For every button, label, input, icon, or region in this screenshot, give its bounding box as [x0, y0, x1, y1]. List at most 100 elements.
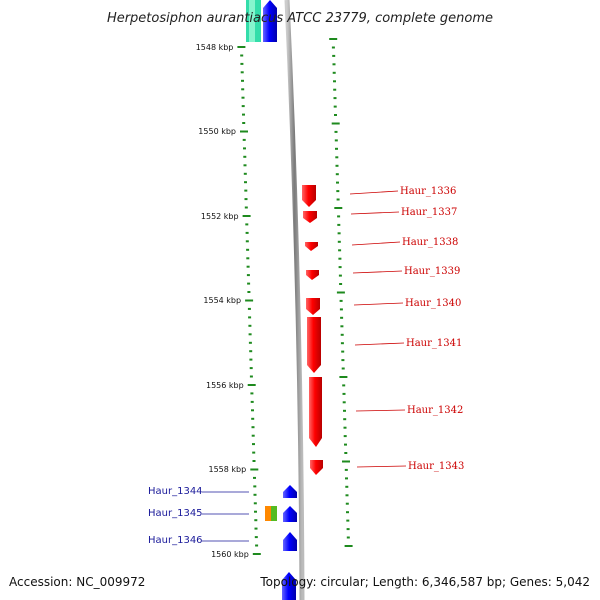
scale-tick: [251, 409, 254, 412]
gene-haur-1346[interactable]: [283, 532, 297, 551]
scale-tick: [340, 325, 344, 328]
scale-tick: [335, 156, 339, 159]
scale-tick: [340, 316, 344, 319]
scale-tick: [332, 71, 336, 74]
scale-tick: [244, 198, 248, 201]
scale-tick: [331, 122, 340, 125]
scale-tick: [251, 426, 255, 429]
gene-label[interactable]: Haur_1337: [401, 207, 457, 218]
gene-label[interactable]: Haur_1343: [408, 461, 464, 472]
inner-scale-ticks: [237, 46, 261, 555]
scale-tick: [246, 274, 250, 277]
gene-label[interactable]: Haur_1346: [148, 535, 203, 546]
gene-haur-1338[interactable]: [305, 242, 318, 251]
reverse-genes: [265, 485, 297, 600]
kbp-label: 1552 kbp: [201, 212, 239, 221]
scale-tick: [342, 460, 350, 463]
scale-tick: [331, 46, 335, 49]
gene-haur-1341[interactable]: [307, 317, 321, 373]
scale-tick: [336, 198, 340, 201]
scale-tick: [245, 240, 249, 243]
scale-tick: [237, 46, 246, 48]
gene-haur-1339[interactable]: [306, 270, 319, 280]
scale-tick: [243, 164, 247, 167]
scale-tick: [252, 460, 256, 462]
gene-label[interactable]: Haur_1336: [400, 186, 456, 197]
scale-tick: [253, 476, 256, 479]
scale-tick: [253, 502, 257, 505]
scale-tick: [332, 54, 336, 57]
gene-label[interactable]: Haur_1345: [148, 508, 203, 519]
scale-tick: [245, 223, 249, 226]
scale-tick: [243, 155, 247, 158]
gene-haur-1343[interactable]: [310, 460, 323, 475]
scale-tick: [338, 266, 342, 269]
gene-haur-1340[interactable]: [306, 298, 320, 315]
scale-tick: [249, 375, 253, 378]
scale-tick: [337, 240, 341, 243]
scale-tick: [346, 528, 350, 531]
scale-tick: [336, 181, 339, 184]
scale-tick: [249, 358, 253, 361]
scale-tick: [346, 536, 350, 539]
scale-tick: [242, 113, 245, 116]
scale-tick: [341, 350, 345, 353]
gene-orange-block[interactable]: [265, 506, 271, 521]
scale-tick: [344, 443, 347, 446]
gene-label[interactable]: Haur_1340: [405, 298, 461, 309]
scale-tick: [346, 519, 350, 522]
gene-label[interactable]: Haur_1339: [404, 266, 460, 277]
scale-tick: [247, 291, 251, 293]
scale-tick: [342, 401, 346, 404]
gene-teal-top-highlight: [249, 0, 255, 42]
scale-tick: [247, 282, 251, 285]
gene-label[interactable]: Haur_1341: [406, 338, 462, 349]
gene-blue-bottom[interactable]: [282, 572, 296, 600]
scale-tick: [343, 409, 346, 412]
scale-tick: [241, 88, 245, 91]
scale-tick: [344, 468, 348, 471]
gene-label[interactable]: Haur_1344: [148, 486, 203, 497]
forward-genes: [302, 185, 323, 475]
scale-tick: [247, 307, 251, 310]
scale-tick: [333, 97, 337, 100]
gene-haur-1337[interactable]: [303, 211, 317, 223]
gene-haur-1344[interactable]: [283, 485, 297, 498]
scale-tick: [248, 324, 252, 327]
scale-tick: [344, 545, 353, 547]
scale-tick: [334, 114, 337, 116]
kbp-label: 1550 kbp: [198, 127, 236, 136]
scale-tick: [253, 485, 257, 488]
scale-tick: [246, 265, 250, 268]
scale-tick: [244, 189, 248, 192]
scale-tick: [335, 173, 339, 176]
scale-tick: [333, 80, 336, 83]
scale-tick: [345, 502, 349, 505]
gene-haur-1336[interactable]: [302, 185, 316, 207]
scale-tick: [340, 333, 344, 336]
gene-green-block[interactable]: [271, 506, 277, 521]
scale-tick: [247, 384, 256, 386]
scale-tick: [337, 232, 341, 235]
gene-label[interactable]: Haur_1338: [402, 237, 458, 248]
gene-labels-right: Haur_1336 Haur_1337 Haur_1338 Haur_1339 …: [400, 186, 464, 472]
scale-tick: [254, 510, 257, 513]
scale-tick: [250, 392, 254, 395]
scale-tick: [250, 400, 254, 403]
genome-backbone: [284, 0, 305, 600]
gene-haur-1345[interactable]: [283, 506, 297, 522]
scale-tick: [244, 181, 247, 184]
kbp-label: 1556 kbp: [206, 381, 244, 390]
scale-tick: [242, 138, 246, 141]
scale-tick: [252, 553, 261, 555]
kbp-label: 1548 kbp: [196, 43, 234, 52]
scale-tick: [333, 88, 337, 91]
scale-tick: [242, 122, 246, 124]
scale-tick: [249, 350, 253, 353]
scale-tick: [341, 367, 345, 370]
gene-blue-top[interactable]: [263, 0, 277, 42]
gene-label[interactable]: Haur_1342: [407, 405, 463, 416]
scale-tick: [242, 215, 251, 217]
gene-haur-1342[interactable]: [309, 377, 322, 447]
